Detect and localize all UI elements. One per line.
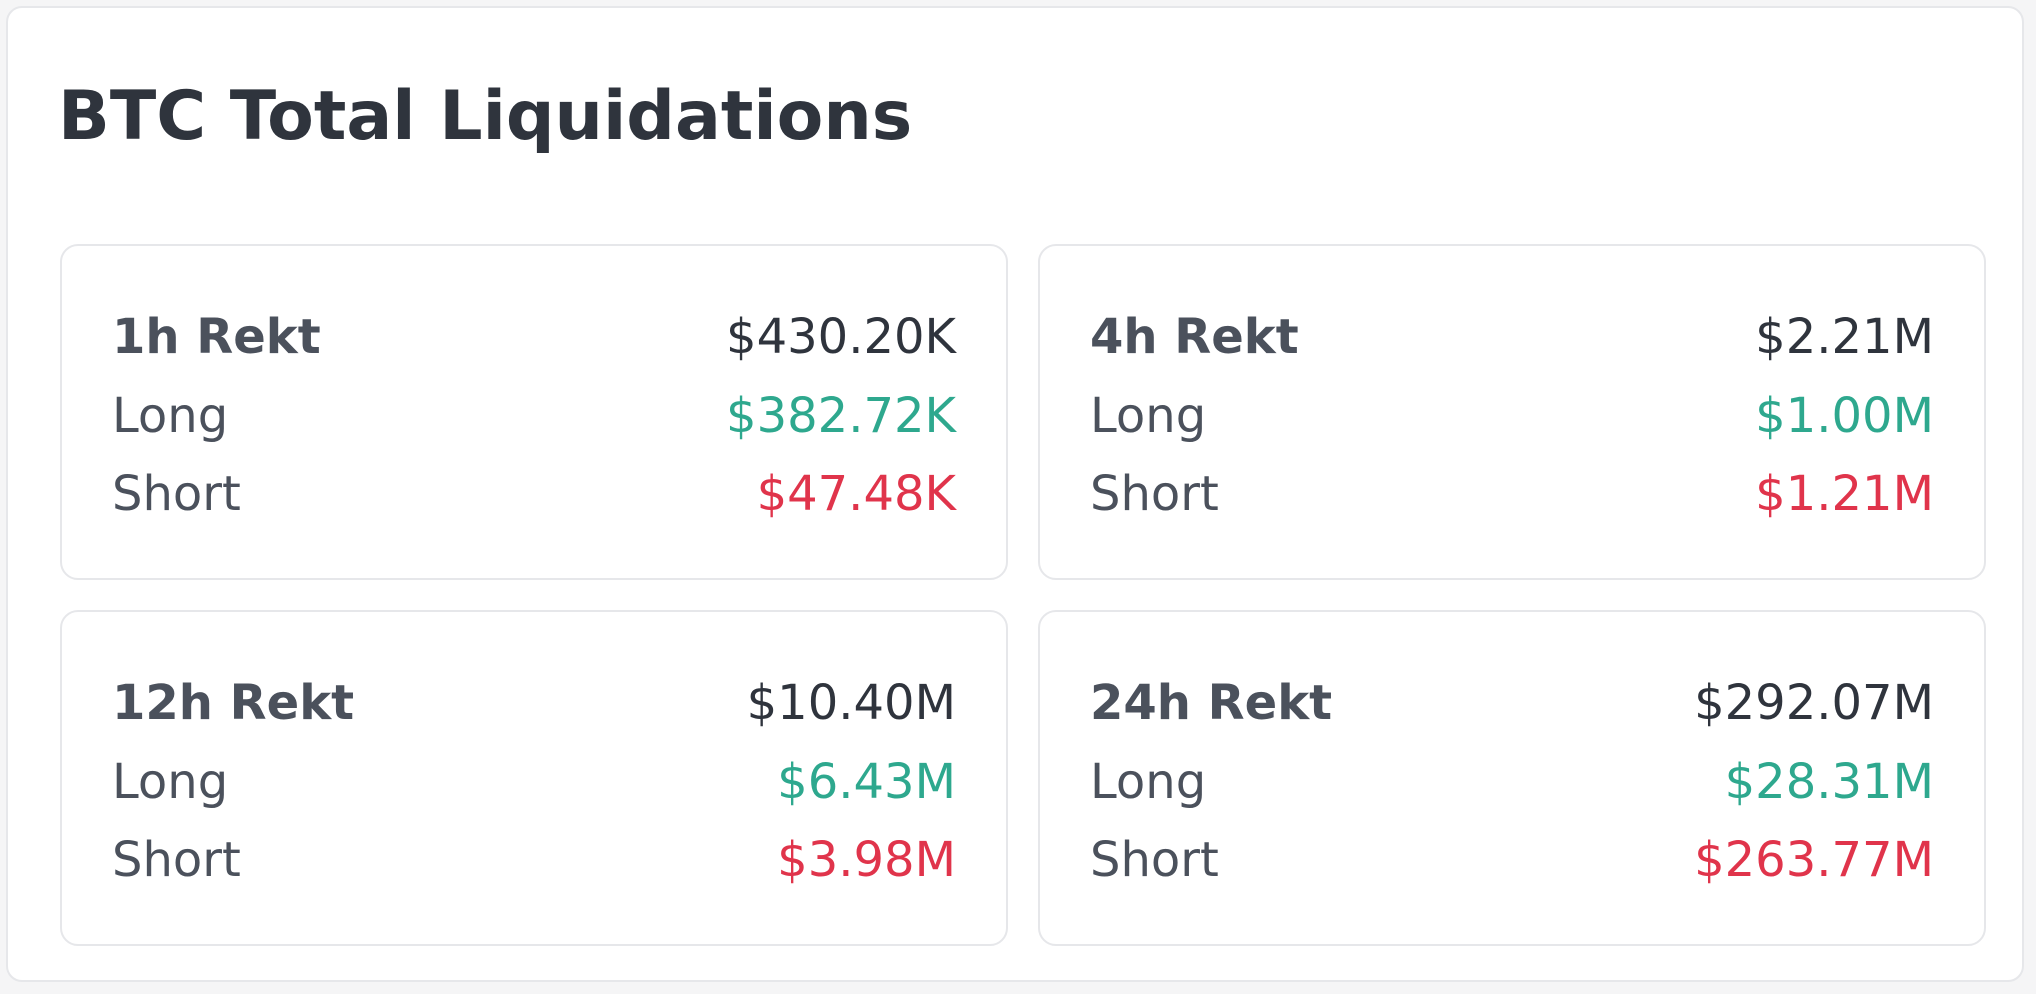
- liquidations-panel: BTC Total Liquidations 1h Rekt $430.20K …: [6, 6, 2024, 982]
- short-label: Short: [1090, 832, 1219, 888]
- panel-title: BTC Total Liquidations: [58, 77, 913, 156]
- short-label: Short: [1090, 466, 1219, 522]
- card-total-row: 12h Rekt $10.40M: [112, 668, 956, 738]
- long-label: Long: [112, 754, 229, 810]
- liquidation-card-4h: 4h Rekt $2.21M Long $1.00M Short $1.21M: [1038, 244, 1986, 580]
- short-value: $263.77M: [1694, 832, 1934, 888]
- long-label: Long: [1090, 754, 1207, 810]
- short-value: $1.21M: [1755, 466, 1934, 522]
- short-label: Short: [112, 466, 241, 522]
- card-total-row: 4h Rekt $2.21M: [1090, 302, 1934, 372]
- long-label: Long: [112, 388, 229, 444]
- card-heading: 24h Rekt: [1090, 675, 1333, 731]
- short-row: Short $47.48K: [112, 459, 956, 529]
- short-row: Short $1.21M: [1090, 459, 1934, 529]
- card-heading: 12h Rekt: [112, 675, 355, 731]
- long-row: Long $382.72K: [112, 381, 956, 451]
- short-value: $3.98M: [777, 832, 956, 888]
- short-row: Short $263.77M: [1090, 825, 1934, 895]
- short-value: $47.48K: [756, 466, 956, 522]
- total-value: $10.40M: [746, 675, 956, 731]
- long-value: $382.72K: [726, 388, 956, 444]
- total-value: $2.21M: [1755, 309, 1934, 365]
- short-label: Short: [112, 832, 241, 888]
- long-value: $1.00M: [1755, 388, 1934, 444]
- long-row: Long $1.00M: [1090, 381, 1934, 451]
- total-value: $292.07M: [1694, 675, 1934, 731]
- long-value: $28.31M: [1724, 754, 1934, 810]
- liquidation-card-24h: 24h Rekt $292.07M Long $28.31M Short $26…: [1038, 610, 1986, 946]
- card-heading: 1h Rekt: [112, 309, 321, 365]
- long-row: Long $6.43M: [112, 747, 956, 817]
- total-value: $430.20K: [726, 309, 956, 365]
- long-row: Long $28.31M: [1090, 747, 1934, 817]
- card-total-row: 24h Rekt $292.07M: [1090, 668, 1934, 738]
- long-value: $6.43M: [777, 754, 956, 810]
- liquidation-card-1h: 1h Rekt $430.20K Long $382.72K Short $47…: [60, 244, 1008, 580]
- card-total-row: 1h Rekt $430.20K: [112, 302, 956, 372]
- card-heading: 4h Rekt: [1090, 309, 1299, 365]
- short-row: Short $3.98M: [112, 825, 956, 895]
- liquidation-card-12h: 12h Rekt $10.40M Long $6.43M Short $3.98…: [60, 610, 1008, 946]
- long-label: Long: [1090, 388, 1207, 444]
